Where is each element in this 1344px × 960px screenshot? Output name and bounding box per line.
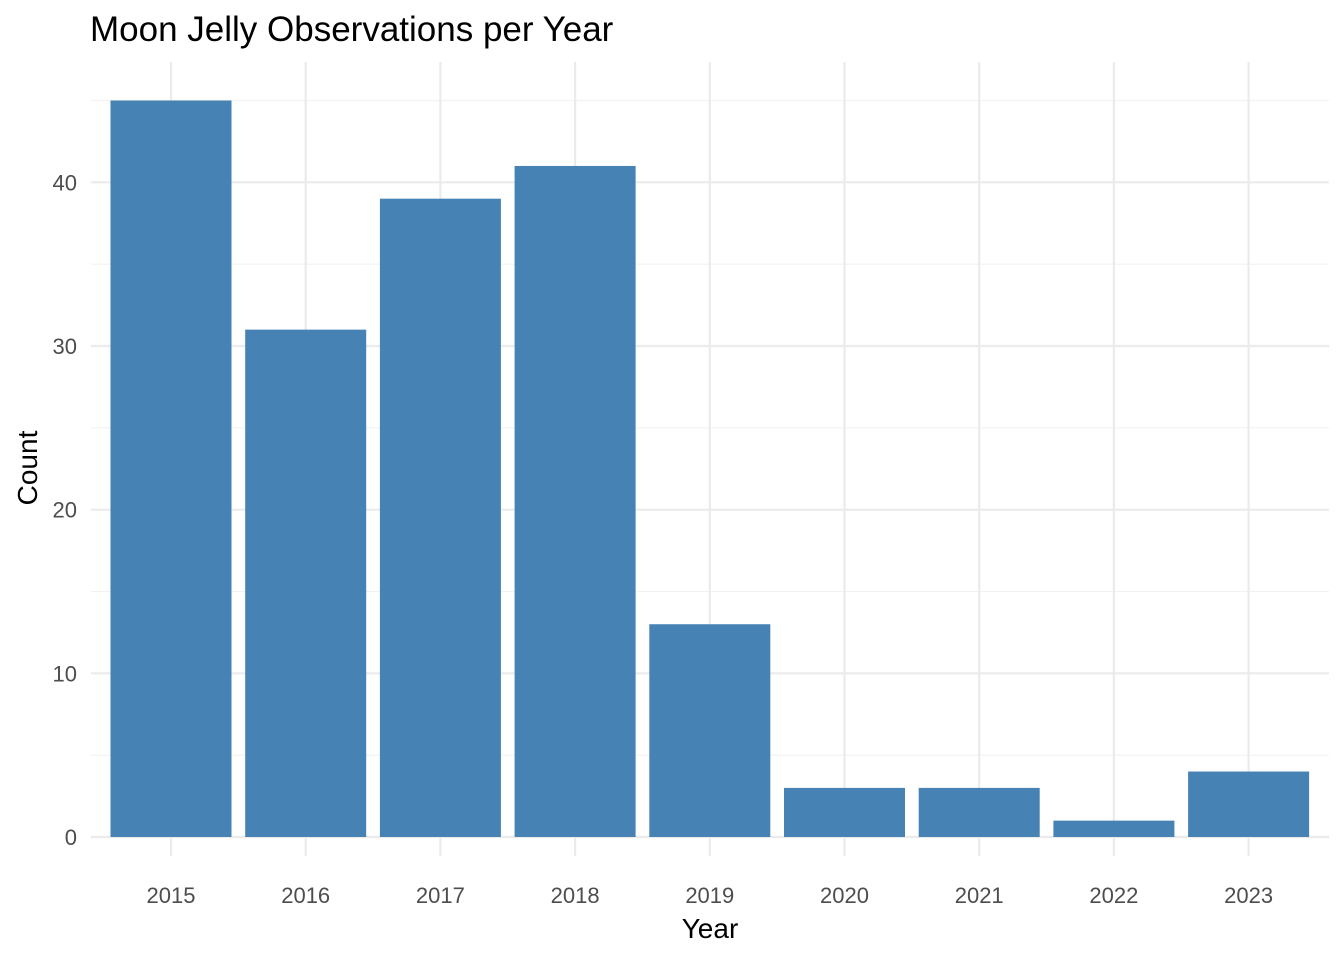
x-tick-label: 2015 [147, 883, 196, 908]
y-tick-label: 30 [53, 334, 77, 359]
bar-2019 [649, 624, 771, 837]
x-tick-label: 2016 [281, 883, 330, 908]
y-tick-label: 0 [65, 825, 77, 850]
y-tick-label: 10 [53, 661, 77, 686]
x-tick-label: 2019 [685, 883, 734, 908]
x-tick-label: 2023 [1224, 883, 1273, 908]
bar-2017 [379, 198, 501, 837]
bars [110, 100, 1310, 837]
bar-2021 [918, 787, 1040, 837]
y-tick-label: 20 [53, 498, 77, 523]
bar-2016 [245, 329, 367, 837]
bar-2018 [514, 165, 636, 837]
bar-2023 [1188, 771, 1310, 837]
x-tick-label: 2022 [1089, 883, 1138, 908]
bar-2015 [110, 100, 232, 837]
x-tick-label: 2021 [955, 883, 1004, 908]
x-axis-title: Year [682, 913, 739, 944]
bar-2020 [784, 787, 905, 837]
x-tick-label: 2017 [416, 883, 465, 908]
chart-title: Moon Jelly Observations per Year [90, 10, 614, 49]
x-axis-ticks: 2015 2016 2017 2018 2019 2020 2021 2022 2023 [147, 883, 1274, 908]
y-axis-ticks: 0 10 20 30 40 [53, 170, 77, 850]
bar-2022 [1053, 820, 1175, 837]
x-tick-label: 2018 [551, 883, 600, 908]
y-tick-label: 40 [53, 170, 77, 195]
x-tick-label: 2020 [820, 883, 869, 908]
y-axis-title: Count [12, 430, 43, 505]
